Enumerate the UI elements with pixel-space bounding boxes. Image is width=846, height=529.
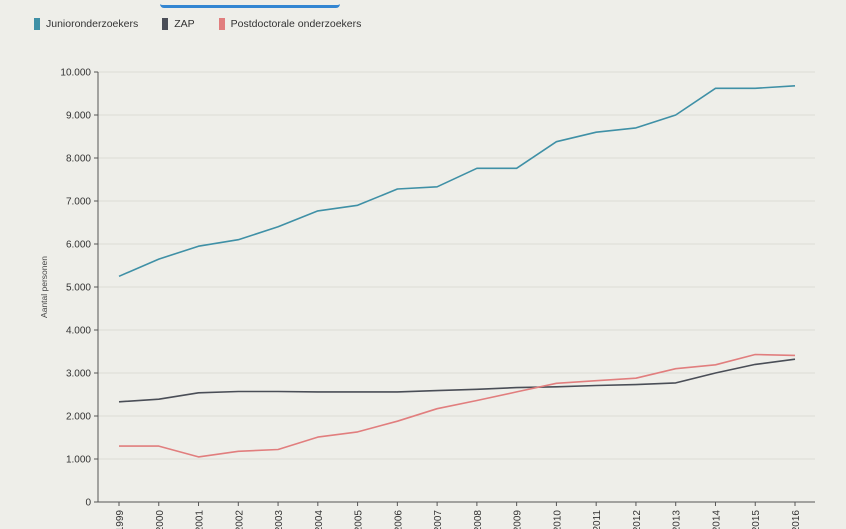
x-tick-label-2013: 2013: [672, 510, 683, 529]
y-tick-label-1: 1.000: [66, 455, 91, 466]
series-line-postdoctorale-onderzoekers: [119, 353, 796, 458]
x-tick-label-2009: 2009: [513, 510, 524, 529]
x-tick-label-2015: 2015: [751, 510, 762, 529]
y-tick-label-3: 3.000: [66, 369, 91, 380]
x-tick-label-2002: 2002: [234, 510, 245, 529]
series-line-zap: [118, 358, 796, 403]
x-tick-label-2004: 2004: [314, 510, 325, 529]
legend: Junioronderzoekers ZAP Postdoctorale ond…: [34, 18, 361, 30]
legend-label-junioronderzoekers: Junioronderzoekers: [46, 18, 139, 30]
x-tick-label-2001: 2001: [195, 510, 206, 529]
y-tick-label-0: 0: [85, 498, 91, 509]
y-axis-label: Aantal personen: [39, 256, 49, 318]
x-tick-label-2011: 2011: [592, 510, 603, 529]
y-tick-label-4: 4.000: [66, 326, 91, 337]
y-tick-label-8: 8.000: [66, 154, 91, 165]
x-tick-label-2008: 2008: [473, 510, 484, 529]
legend-item-postdoctorale-onderzoekers: Postdoctorale onderzoekers: [218, 18, 362, 30]
y-tick-label-6: 6.000: [66, 240, 91, 251]
y-tick-label-5: 5.000: [66, 283, 91, 294]
legend-label-postdoctorale-onderzoekers: Postdoctorale onderzoekers: [230, 18, 362, 30]
legend-label-zap: ZAP: [174, 18, 195, 30]
y-tick-label-10: 10.000: [60, 68, 91, 79]
x-tick-label-2000: 2000: [155, 510, 166, 529]
title-underline-decoration: [160, 0, 340, 8]
x-tick-label-1999: 1999: [115, 510, 126, 529]
legend-item-junioronderzoekers: Junioronderzoekers: [34, 18, 138, 30]
y-tick-label-9: 9.000: [66, 111, 91, 122]
x-tick-label-2006: 2006: [393, 510, 404, 529]
series-line-junioronderzoekers: [118, 85, 796, 278]
x-tick-label-2014: 2014: [711, 510, 722, 529]
y-tick-label-7: 7.000: [66, 197, 91, 208]
legend-swatch-junioronderzoekers: [34, 18, 40, 30]
x-tick-label-2010: 2010: [552, 510, 563, 529]
x-tick-label-2005: 2005: [354, 510, 365, 529]
legend-swatch-zap: [162, 18, 169, 30]
x-tick-label-2003: 2003: [274, 510, 285, 529]
x-tick-label-2016: 2016: [791, 510, 802, 529]
legend-swatch-postdoctorale-onderzoekers: [218, 18, 225, 30]
legend-item-zap: ZAP: [162, 18, 195, 30]
y-tick-label-2: 2.000: [66, 412, 91, 423]
x-tick-label-2012: 2012: [632, 510, 643, 529]
x-tick-label-2007: 2007: [433, 510, 444, 529]
